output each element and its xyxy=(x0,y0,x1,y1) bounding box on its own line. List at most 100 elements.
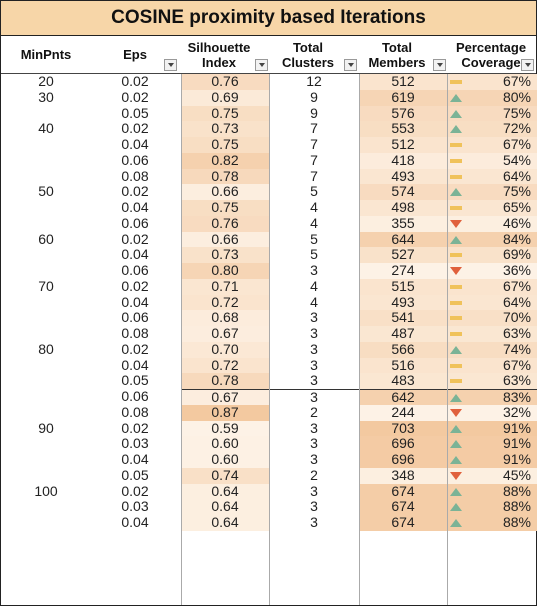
yellow-dash-icon xyxy=(450,206,462,210)
clusters-cell: 4 xyxy=(310,199,318,215)
yellow-dash-icon xyxy=(450,363,462,368)
green-up-triangle-icon xyxy=(450,188,462,197)
clusters-cell: 7 xyxy=(310,167,318,184)
column-divider xyxy=(269,74,270,605)
table-row: 0.06 0.67 3 642 83% xyxy=(1,388,537,405)
header-clusters: Total Clusters xyxy=(269,36,347,73)
minpnts-cell xyxy=(1,452,91,468)
silhouette-cell: 0.74 xyxy=(181,467,269,484)
header-row: MinPnts Eps Silhouette Index Total Clust… xyxy=(1,36,536,74)
eps-cell: 0.06 xyxy=(121,214,149,231)
clusters-cell: 3 xyxy=(310,309,318,326)
header-silhouette-line1: Silhouette xyxy=(187,39,251,55)
filter-dropdown-icon[interactable] xyxy=(344,59,357,71)
silhouette-cell: 0.60 xyxy=(181,451,269,468)
clusters-cell: 4 xyxy=(310,214,318,231)
clusters-cell: 3 xyxy=(310,514,318,530)
table-row: 0.04 0.60 3 696 91% xyxy=(1,451,537,468)
minpnts-cell: 60 xyxy=(38,230,54,247)
silhouette-cell: 0.69 xyxy=(181,89,269,106)
members-cell: 674 xyxy=(359,483,447,500)
filter-dropdown-icon[interactable] xyxy=(164,59,177,71)
filter-dropdown-icon[interactable] xyxy=(521,59,534,71)
members-cell: 619 xyxy=(359,89,447,106)
eps-cell: 0.04 xyxy=(121,246,149,263)
members-cell: 516 xyxy=(359,357,447,374)
green-up-triangle-icon xyxy=(450,519,462,527)
members-cell: 574 xyxy=(359,183,447,200)
red-down-triangle-icon xyxy=(450,219,462,228)
coverage-cell: 75% xyxy=(447,183,537,200)
minpnts-cell: 40 xyxy=(38,120,54,137)
silhouette-cell: 0.72 xyxy=(181,357,269,374)
green-up-triangle-icon xyxy=(450,487,462,496)
coverage-cell: 54% xyxy=(447,152,537,169)
coverage-cell: 70% xyxy=(447,309,537,326)
table-row: 50 0.02 0.66 5 574 75% xyxy=(1,183,537,200)
members-cell: 512 xyxy=(359,73,447,90)
minpnts-cell xyxy=(1,247,91,263)
coverage-cell: 67% xyxy=(447,73,537,90)
filter-dropdown-icon[interactable] xyxy=(433,59,446,71)
table-row: 0.04 0.75 4 498 65% xyxy=(1,199,537,216)
members-cell: 674 xyxy=(359,514,447,531)
coverage-value: 67% xyxy=(502,356,531,373)
clusters-cell: 9 xyxy=(310,88,318,105)
table-body: 20 0.02 0.76 12 512 67% 30 0.02 0.69 9 619 80% 0.05 0… xyxy=(1,73,537,531)
coverage-value: 67% xyxy=(502,277,531,294)
coverage-value: 88% xyxy=(502,482,531,499)
table-row: 0.05 0.75 9 576 75% xyxy=(1,105,537,122)
silhouette-cell: 0.87 xyxy=(181,404,269,421)
clusters-cell: 3 xyxy=(310,435,318,452)
filter-dropdown-icon[interactable] xyxy=(255,59,268,71)
coverage-cell: 69% xyxy=(447,246,537,263)
header-members: Total Members xyxy=(359,36,435,73)
silhouette-cell: 0.66 xyxy=(181,231,269,248)
table-row: 0.04 0.73 5 527 69% xyxy=(1,246,537,263)
clusters-cell: 2 xyxy=(310,466,318,483)
column-divider xyxy=(181,74,182,605)
members-cell: 515 xyxy=(359,278,447,295)
members-cell: 493 xyxy=(359,294,447,311)
coverage-value: 64% xyxy=(502,293,531,310)
silhouette-cell: 0.80 xyxy=(181,262,269,279)
coverage-cell: 88% xyxy=(447,498,537,515)
coverage-value: 75% xyxy=(502,183,531,200)
coverage-value: 88% xyxy=(502,514,531,530)
green-up-triangle-icon xyxy=(450,456,462,464)
clusters-cell: 5 xyxy=(310,246,318,263)
coverage-value: 64% xyxy=(502,167,531,184)
table-row: 0.04 0.72 3 516 67% xyxy=(1,356,537,374)
header-coverage: Percentage Coverage xyxy=(447,36,535,73)
red-down-triangle-icon xyxy=(450,408,462,417)
table-row: 0.06 0.68 3 541 70% xyxy=(1,309,537,326)
table-row: 0.08 0.87 2 244 32% xyxy=(1,404,537,421)
members-cell: 418 xyxy=(359,152,447,169)
minpnts-cell xyxy=(1,310,91,326)
coverage-cell: 32% xyxy=(447,404,537,421)
clusters-cell: 3 xyxy=(310,340,318,357)
members-cell: 566 xyxy=(359,341,447,358)
minpnts-cell xyxy=(1,106,91,122)
minpnts-cell: 100 xyxy=(34,482,58,499)
members-cell: 348 xyxy=(359,467,447,484)
coverage-cell: 80% xyxy=(447,89,537,106)
coverage-value: 65% xyxy=(502,199,531,215)
eps-cell: 0.06 xyxy=(121,151,149,168)
clusters-cell: 3 xyxy=(310,419,318,436)
minpnts-cell xyxy=(1,295,91,311)
clusters-cell: 4 xyxy=(310,293,318,310)
table-row: 80 0.02 0.70 3 566 74% xyxy=(1,340,537,358)
coverage-cell: 63% xyxy=(447,372,537,389)
header-silhouette-line2: Index xyxy=(202,54,236,70)
coverage-cell: 84% xyxy=(447,231,537,248)
table-row: 0.08 0.67 3 487 63% xyxy=(1,325,537,342)
header-members-line2: Members xyxy=(368,54,426,70)
yellow-dash-icon xyxy=(450,300,462,305)
red-down-triangle-icon xyxy=(450,471,462,480)
table-row: 90 0.02 0.59 3 703 91% xyxy=(1,419,537,437)
eps-cell: 0.04 xyxy=(121,356,149,373)
silhouette-cell: 0.75 xyxy=(181,105,269,122)
coverage-value: 67% xyxy=(502,73,531,89)
coverage-cell: 88% xyxy=(447,514,537,531)
